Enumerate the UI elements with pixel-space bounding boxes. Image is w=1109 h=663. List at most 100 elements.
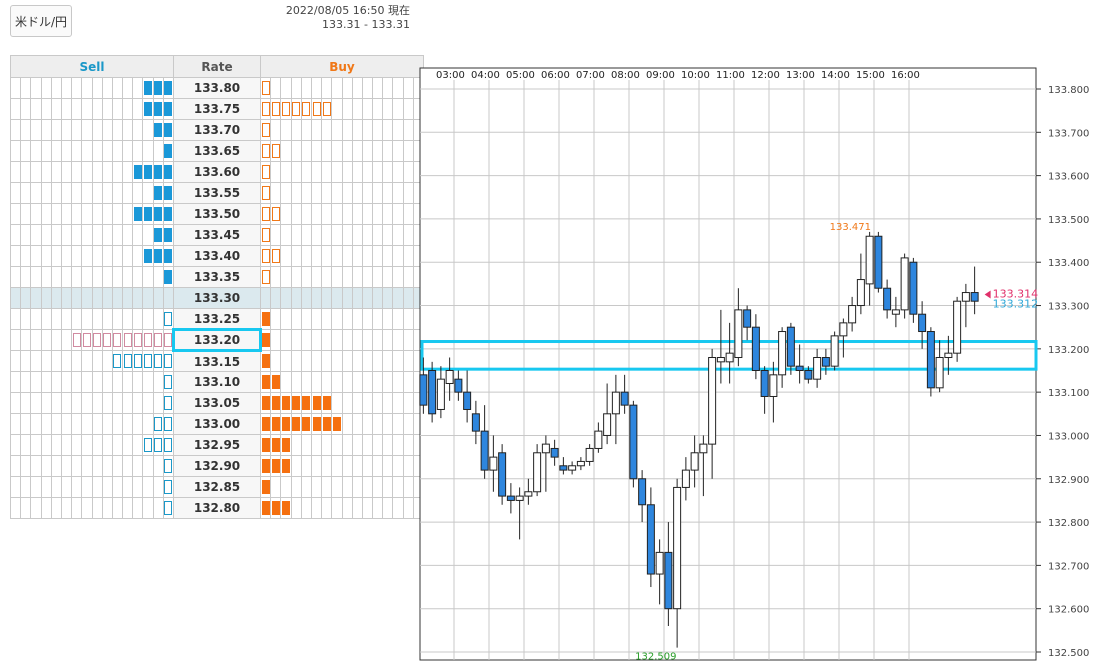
candle-down <box>559 465 568 471</box>
candle-down <box>786 326 795 367</box>
candle-up <box>953 300 962 354</box>
x-tick-label: 16:00 <box>891 70 920 81</box>
rate-cell: 133.70 <box>173 119 261 141</box>
candle-up <box>690 452 699 471</box>
x-tick-label: 04:00 <box>471 70 500 81</box>
order-book-row: 133.75 <box>9 98 425 120</box>
rate-cell: 133.80 <box>173 77 261 99</box>
candle-up <box>594 430 603 449</box>
buy-volume-block <box>261 207 270 221</box>
buy-volume-block <box>322 417 331 431</box>
sell-volume-block <box>154 123 163 137</box>
sell-volume-block <box>164 228 173 242</box>
y-tick-label: 133.700 <box>1048 128 1089 139</box>
sell-volume-block <box>82 333 91 347</box>
sell-cell <box>162 371 175 393</box>
candle-up <box>813 357 822 380</box>
x-tick-label: 12:00 <box>751 70 780 81</box>
y-tick-label: 133.800 <box>1048 85 1089 96</box>
order-book-row: 132.95 <box>9 434 425 456</box>
candle-down <box>471 413 480 432</box>
order-book-row: 133.70 <box>9 119 425 141</box>
sell-volume-block <box>103 333 112 347</box>
sell-volume-block <box>93 333 102 347</box>
sell-volume-block <box>164 81 173 95</box>
candle-up <box>944 352 953 359</box>
candle-down <box>498 452 507 497</box>
candle-up <box>778 331 787 376</box>
candle-down <box>620 391 629 406</box>
buy-volume-block <box>302 396 311 410</box>
candle-up <box>568 465 577 471</box>
candle-down <box>751 326 760 372</box>
order-book-row: 133.65 <box>9 140 425 162</box>
buy-volume-block <box>312 102 321 116</box>
buy-volume-block <box>292 417 301 431</box>
buy-volume-block <box>261 228 270 242</box>
buy-volume-block <box>292 396 301 410</box>
buy-volume-block <box>322 102 331 116</box>
order-book-row: 133.40 <box>9 245 425 267</box>
x-tick-label: 08:00 <box>611 70 640 81</box>
buy-volume-block <box>281 459 290 473</box>
candle-up <box>716 357 725 363</box>
sell-volume-block <box>144 333 153 347</box>
sell-header: Sell <box>10 55 174 78</box>
y-tick-label: 132.500 <box>1048 648 1089 659</box>
y-tick-label: 133.300 <box>1048 302 1089 313</box>
buy-volume-block <box>261 354 270 368</box>
order-book-row: 132.80 <box>9 497 425 519</box>
timestamp: 2022/08/05 16:50 現在 133.31 - 133.31 <box>268 4 410 32</box>
candle-down <box>743 309 752 328</box>
sell-volume-block <box>144 102 153 116</box>
candle-up <box>891 309 900 315</box>
candle-up <box>856 279 865 307</box>
x-tick-label: 13:00 <box>786 70 815 81</box>
order-book-row: 133.55 <box>9 182 425 204</box>
candle-up <box>533 452 542 493</box>
candle-down <box>454 378 463 393</box>
rate-cell: 132.85 <box>173 476 261 498</box>
candle-up <box>585 447 594 462</box>
rate-cell: 132.80 <box>173 497 261 519</box>
candle-down <box>638 478 647 506</box>
sell-volume-block <box>154 417 163 431</box>
candle-up <box>769 374 778 397</box>
x-tick-label: 07:00 <box>576 70 605 81</box>
candle-up <box>515 495 524 501</box>
order-book-row: 133.35 <box>9 266 425 288</box>
candle-up <box>839 322 848 337</box>
y-tick-label: 132.600 <box>1048 605 1089 616</box>
high-label: 133.471 <box>830 222 871 233</box>
buy-volume-block <box>261 417 270 431</box>
candle-up <box>541 443 550 454</box>
sell-volume-block <box>164 354 173 368</box>
sell-volume-block <box>164 144 173 158</box>
sell-volume-block <box>72 333 81 347</box>
buy-volume-block <box>261 123 270 137</box>
candle-down <box>883 287 892 311</box>
candle-down <box>970 292 979 302</box>
buy-volume-block <box>261 438 270 452</box>
bid-marker <box>984 290 991 299</box>
y-tick-label: 132.800 <box>1048 518 1089 529</box>
sell-volume-block <box>123 333 132 347</box>
highlight-band <box>420 340 1038 371</box>
candle-down <box>926 331 935 389</box>
low-label: 132.509 <box>635 652 676 663</box>
buy-volume-block <box>281 102 290 116</box>
sell-volume-block <box>113 354 122 368</box>
rate-cell: 133.40 <box>173 245 261 267</box>
candle-down <box>795 365 804 371</box>
candle-down <box>428 370 437 415</box>
sell-volume-block <box>164 165 173 179</box>
buy-volume-block <box>261 459 270 473</box>
sell-volume-block <box>164 270 173 284</box>
buy-volume-block <box>271 102 280 116</box>
rate-cell: 132.90 <box>173 455 261 477</box>
buy-volume-block <box>261 270 270 284</box>
buy-volume-block <box>271 438 280 452</box>
currency-pair-button[interactable]: 米ドル/円 <box>10 5 72 37</box>
buy-volume-block <box>261 186 270 200</box>
buy-volume-block <box>271 501 280 515</box>
